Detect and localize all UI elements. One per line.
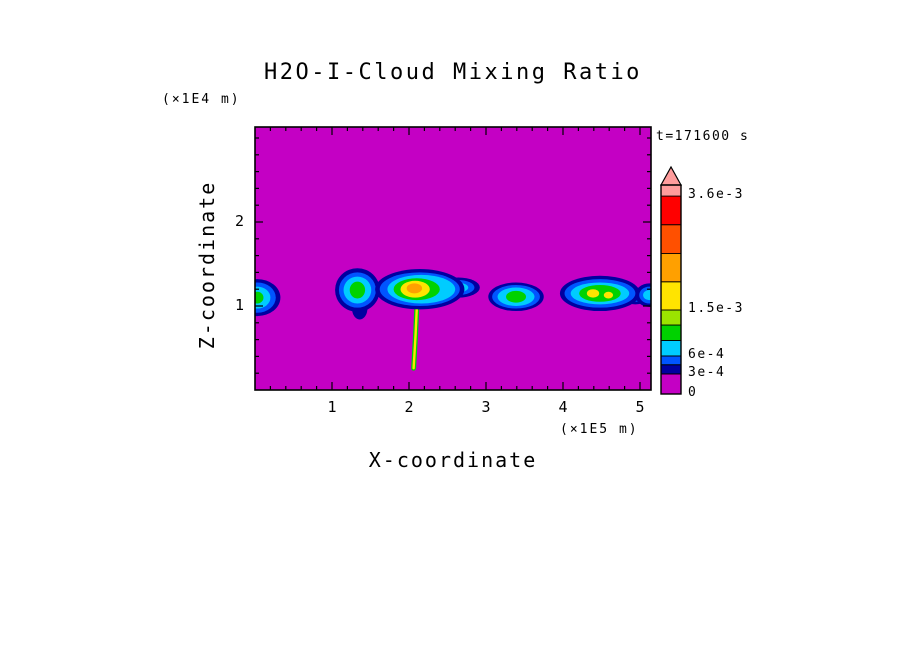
colorbar-segment-pink [660, 184, 682, 197]
colorbar-segment-redorange [660, 224, 682, 255]
colorbar-segment-blue [660, 355, 682, 366]
contour-layer-green [255, 291, 264, 304]
colorbar-tick-label: 3e-4 [688, 364, 726, 380]
colorbar-segment-navy [660, 364, 682, 375]
colorbar-tick-label: 0 [688, 385, 698, 400]
cloud-cell-2 [335, 268, 380, 320]
colorbar-tick-label: 3.6e-3 [688, 187, 744, 203]
colorbar-segment-orange [660, 253, 682, 283]
chart-title: H2O-I-Cloud Mixing Ratio [264, 60, 642, 85]
cloud-left-edge-cell [255, 279, 281, 317]
x-tick-label: 1 [327, 398, 337, 416]
cloud-cell-4 [488, 282, 544, 312]
field-background [255, 127, 651, 390]
colorbar-tick-label: 6e-4 [688, 346, 726, 362]
colorbar-tick-label: 1.5e-3 [688, 300, 744, 316]
axis-ticks [255, 127, 651, 390]
contour-layer-orange [406, 283, 423, 294]
x-tick-label: 4 [558, 398, 568, 416]
plot-frame [254, 126, 652, 391]
x-tick-label: 5 [635, 398, 645, 416]
colorbar-segment-yellow [660, 281, 682, 311]
contour-layer-green [579, 285, 621, 302]
colorbar-segment-yellowgreen [660, 309, 682, 326]
cloud-main-cell [375, 269, 480, 310]
contour-layer-cyan [643, 290, 651, 301]
contour-layer-yellow [603, 291, 614, 299]
x-tick-label: 3 [481, 398, 491, 416]
x-axis-title: X-coordinate [368, 448, 538, 472]
colorbar-segment-cyan [660, 340, 682, 357]
colorbar-frame [660, 184, 682, 395]
cloud-right-edge-cell [635, 283, 651, 307]
z-axis-unit-label: (×1E4 m) [162, 92, 241, 107]
time-annotation: t=171600 s [656, 129, 750, 144]
x-tick-label: 2 [404, 398, 414, 416]
fallstreak-inner [412, 300, 419, 370]
colorbar [659, 165, 683, 395]
colorbar-segment-red [660, 195, 682, 226]
x-axis-unit-label: (×1E5 m) [560, 422, 639, 437]
z-tick-label: 2 [234, 212, 244, 230]
contour-layer-green [506, 290, 527, 303]
contour-layer-yellow [586, 289, 600, 298]
colorbar-overflow-arrow-icon [659, 165, 683, 186]
contour-layer-green [349, 281, 366, 299]
z-tick-label: 1 [234, 296, 244, 314]
colorbar-segment-green [660, 324, 682, 341]
cloud-field [255, 268, 651, 371]
colorbar-segment-magenta [660, 373, 682, 395]
